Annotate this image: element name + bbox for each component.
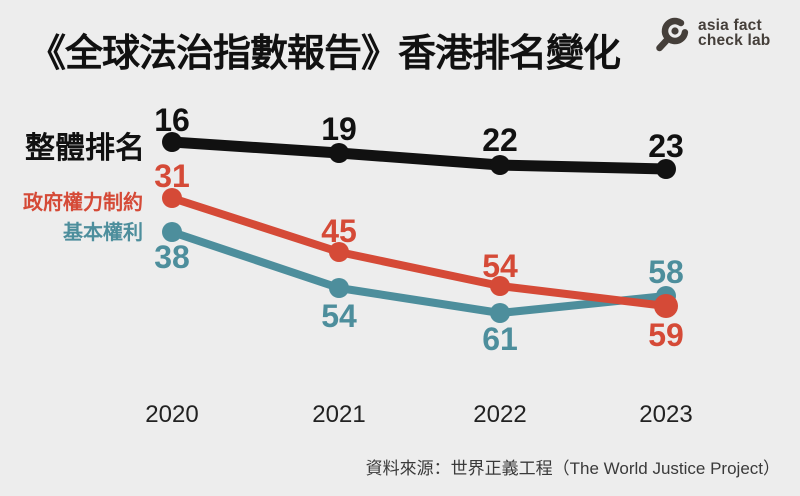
- dot-overall-2023: [656, 159, 676, 179]
- value-label-overall-2023: 23: [648, 128, 684, 164]
- x-tick-label-2022: 2022: [473, 401, 526, 428]
- dot-fundamental-rights-2021: [329, 278, 349, 298]
- value-label-government-powers-2021: 45: [321, 213, 357, 249]
- dot-fundamental-rights-2022: [490, 303, 510, 323]
- value-label-overall-2022: 22: [482, 122, 518, 158]
- x-tick-label-2021: 2021: [312, 401, 365, 428]
- value-label-fundamental-rights-2022: 61: [482, 321, 518, 357]
- line-government-powers: [168, 194, 670, 310]
- value-label-government-powers-2023: 59: [648, 317, 684, 353]
- brand-name-line1: asia fact: [698, 16, 762, 34]
- legend-fundamental-rights: 基本權利: [63, 222, 143, 244]
- x-tick-label-2020: 2020: [145, 401, 198, 428]
- value-label-overall-2021: 19: [321, 111, 357, 147]
- line-fundamental-rights: [168, 228, 670, 317]
- brand-name: asia fact check lab: [698, 16, 771, 49]
- value-label-government-powers-2022: 54: [482, 248, 518, 284]
- value-label-overall-2020: 16: [154, 102, 190, 138]
- value-label-fundamental-rights-2020: 38: [154, 239, 190, 275]
- dot-government-powers-2020: [162, 188, 182, 208]
- dot-overall-2020: [162, 132, 182, 152]
- dot-government-powers-2023: [654, 294, 678, 318]
- value-label-government-powers-2020: 31: [154, 158, 190, 194]
- page-title: 《全球法治指數報告》香港排名變化: [28, 33, 621, 75]
- brand-logo: asia fact check lab: [650, 10, 790, 56]
- dot-overall-2022: [490, 155, 510, 175]
- x-tick-label-2023: 2023: [639, 401, 692, 428]
- brand-name-line2: check lab: [698, 32, 771, 49]
- data-source-note: 資料來源：世界正義工程（The World Justice Project）: [365, 459, 780, 478]
- legend-overall-ranking: 整體排名: [25, 132, 145, 165]
- dot-government-powers-2022: [490, 276, 510, 296]
- magnifier-icon: [656, 17, 689, 52]
- value-label-fundamental-rights-2021: 54: [321, 298, 357, 334]
- line-overall: [166, 136, 672, 175]
- dot-fundamental-rights-2020: [162, 222, 182, 242]
- dot-government-powers-2021: [329, 242, 349, 262]
- legend-government-powers: 政府權力制約: [23, 192, 143, 214]
- value-label-fundamental-rights-2023: 58: [648, 254, 684, 290]
- dot-overall-2021: [329, 143, 349, 163]
